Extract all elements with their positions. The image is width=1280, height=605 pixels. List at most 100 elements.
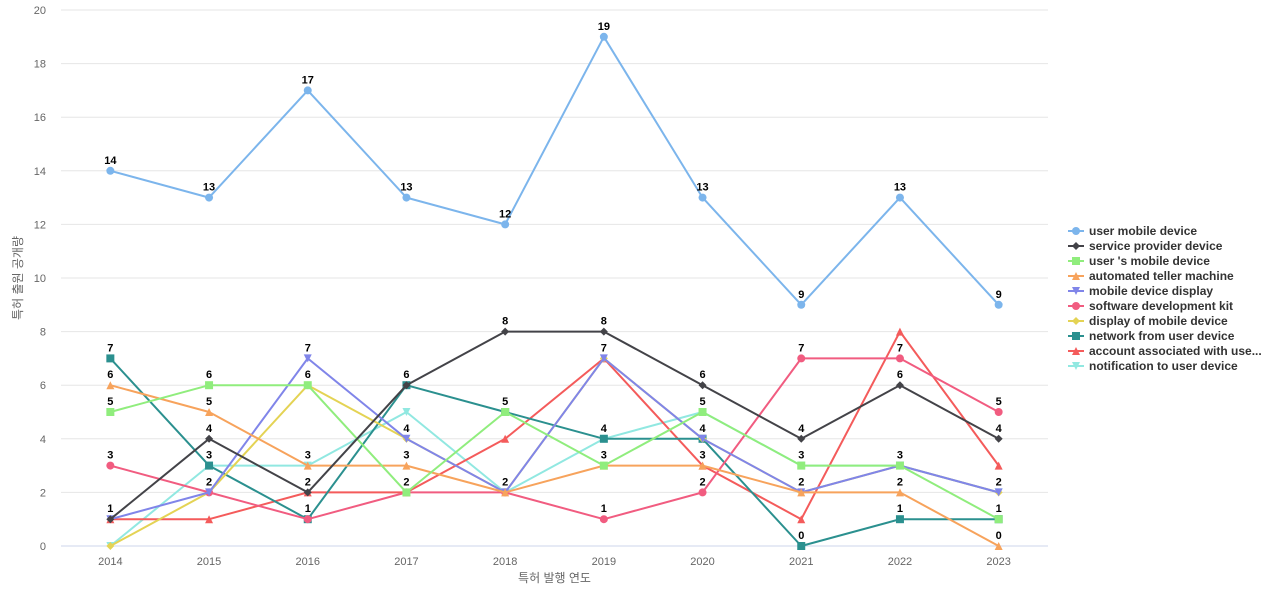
series-2	[106, 327, 1003, 524]
legend-item[interactable]: mobile device display	[1068, 284, 1213, 298]
data-label: 8	[601, 316, 607, 328]
x-tick-label: 2023	[986, 556, 1010, 568]
legend-marker	[1072, 287, 1080, 295]
data-point	[205, 381, 214, 390]
data-point	[797, 354, 806, 363]
legend-item[interactable]: user 's mobile device	[1068, 254, 1210, 268]
series-line	[109, 357, 1000, 547]
data-point	[303, 461, 312, 470]
legend-item[interactable]: automated teller machine	[1068, 269, 1234, 283]
data-point	[303, 86, 312, 95]
y-tick-label: 0	[40, 541, 46, 553]
data-label: 5	[699, 396, 705, 408]
data-point	[895, 488, 904, 497]
data-label: 7	[107, 342, 113, 354]
series-line	[109, 384, 1000, 547]
data-point	[698, 408, 707, 416]
legend-marker	[1072, 272, 1080, 280]
legend-label: user 's mobile device	[1089, 254, 1210, 268]
data-point	[205, 488, 214, 497]
data-point	[599, 434, 608, 443]
data-point	[106, 166, 115, 175]
series-3	[106, 381, 1003, 524]
data-point	[205, 408, 214, 416]
data-point	[402, 434, 411, 443]
legend-item[interactable]: display of mobile device	[1068, 314, 1228, 328]
series-line	[109, 357, 1000, 521]
legend-marker	[1072, 302, 1080, 310]
data-point	[599, 32, 608, 41]
data-label: 8	[502, 316, 508, 328]
data-point	[797, 488, 806, 497]
data-label: 5	[996, 396, 1002, 408]
data-label: 4	[798, 423, 805, 435]
data-label: 5	[502, 396, 508, 408]
data-label: 0	[798, 530, 804, 542]
data-point	[895, 515, 904, 524]
data-label: 9	[798, 289, 804, 301]
data-point	[994, 300, 1003, 309]
data-label: 3	[897, 450, 903, 462]
data-point	[599, 461, 608, 470]
legend-label: display of mobile device	[1089, 314, 1228, 328]
legend-item[interactable]: software development kit	[1068, 299, 1233, 313]
data-label: 5	[107, 396, 113, 408]
data-point	[797, 542, 806, 550]
data-point	[205, 515, 214, 524]
data-label: 3	[403, 450, 409, 462]
data-label: 3	[601, 450, 607, 462]
legend-item[interactable]: user mobile device	[1068, 224, 1197, 238]
data-point	[501, 488, 510, 497]
data-label: 7	[305, 342, 311, 354]
data-label: 2	[502, 476, 508, 488]
legend-label: mobile device display	[1089, 284, 1213, 298]
y-tick-label: 8	[40, 327, 46, 339]
data-label: 14	[104, 155, 117, 167]
legend-item[interactable]: notification to user device	[1068, 359, 1238, 373]
series-line	[109, 330, 1000, 521]
data-point	[599, 327, 608, 336]
data-label: 1	[305, 503, 311, 515]
x-tick-label: 2019	[592, 556, 616, 568]
series-line	[109, 357, 1000, 521]
data-label: 9	[996, 289, 1002, 301]
series-lines	[106, 32, 1003, 550]
data-label: 1	[897, 503, 903, 515]
legend-marker	[1072, 227, 1080, 235]
x-tick-label: 2017	[394, 556, 418, 568]
data-point	[501, 220, 510, 229]
series-line	[109, 35, 1000, 306]
series-1	[106, 32, 1003, 309]
data-label: 5	[206, 396, 212, 408]
data-label: 17	[302, 74, 314, 86]
data-label: 13	[400, 182, 412, 194]
y-tick-label: 4	[40, 434, 46, 446]
legend-item[interactable]: account associated with use...	[1068, 344, 1262, 358]
legend-item[interactable]: network from user device	[1068, 329, 1235, 343]
legend-marker	[1072, 332, 1080, 340]
y-tick-label: 20	[34, 5, 46, 17]
data-point	[698, 434, 707, 443]
data-label: 1	[601, 503, 607, 515]
x-tick-label: 2016	[296, 556, 320, 568]
data-label: 6	[403, 369, 409, 381]
data-label: 6	[897, 369, 903, 381]
legend-item[interactable]: service provider device	[1068, 239, 1223, 253]
data-point	[698, 461, 707, 470]
data-point	[402, 461, 411, 470]
data-label: 4	[403, 423, 410, 435]
data-point	[797, 515, 806, 524]
x-tick-label: 2020	[690, 556, 714, 568]
legend-label: user mobile device	[1089, 224, 1197, 238]
data-point	[698, 381, 707, 390]
data-label: 1	[996, 503, 1002, 515]
legend-label: software development kit	[1089, 299, 1233, 313]
data-point	[895, 327, 904, 336]
data-point	[599, 354, 608, 363]
data-label: 6	[107, 369, 113, 381]
data-label: 6	[699, 369, 705, 381]
